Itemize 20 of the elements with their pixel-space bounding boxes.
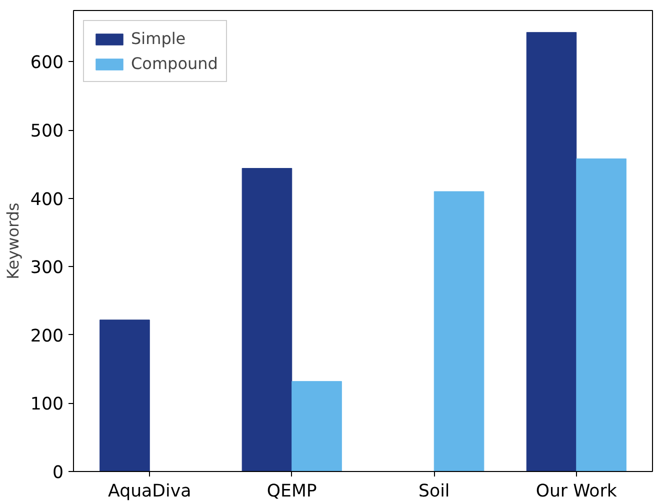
y-tick-label: 400 [30,190,64,210]
y-tick-label: 0 [52,463,64,483]
x-tick-label: Soil [418,482,450,502]
legend-label: Simple [131,29,186,48]
y-tick-label: 200 [30,326,64,346]
x-tick-label: QEMP [266,482,317,502]
bar [292,381,342,472]
y-tick-label: 600 [30,53,64,74]
bar [434,191,484,472]
y-axis-title: Keywords [3,202,22,280]
y-tick-label: 500 [30,122,64,142]
y-tick-label: 100 [30,394,64,415]
bar [100,320,150,472]
y-tick-label: 300 [30,258,64,278]
x-tick-label: AquaDiva [108,482,192,502]
bar [576,158,626,472]
bar [526,32,577,472]
x-tick-label: Our Work [536,482,617,502]
bar [242,168,292,472]
legend-label: Compound [131,54,218,73]
